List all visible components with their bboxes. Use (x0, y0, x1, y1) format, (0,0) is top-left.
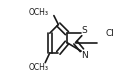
Text: OCH₃: OCH₃ (29, 8, 49, 17)
Text: S: S (81, 26, 87, 35)
Text: N: N (81, 51, 87, 60)
Text: Cl: Cl (106, 29, 115, 38)
Text: OCH₃: OCH₃ (29, 63, 49, 72)
